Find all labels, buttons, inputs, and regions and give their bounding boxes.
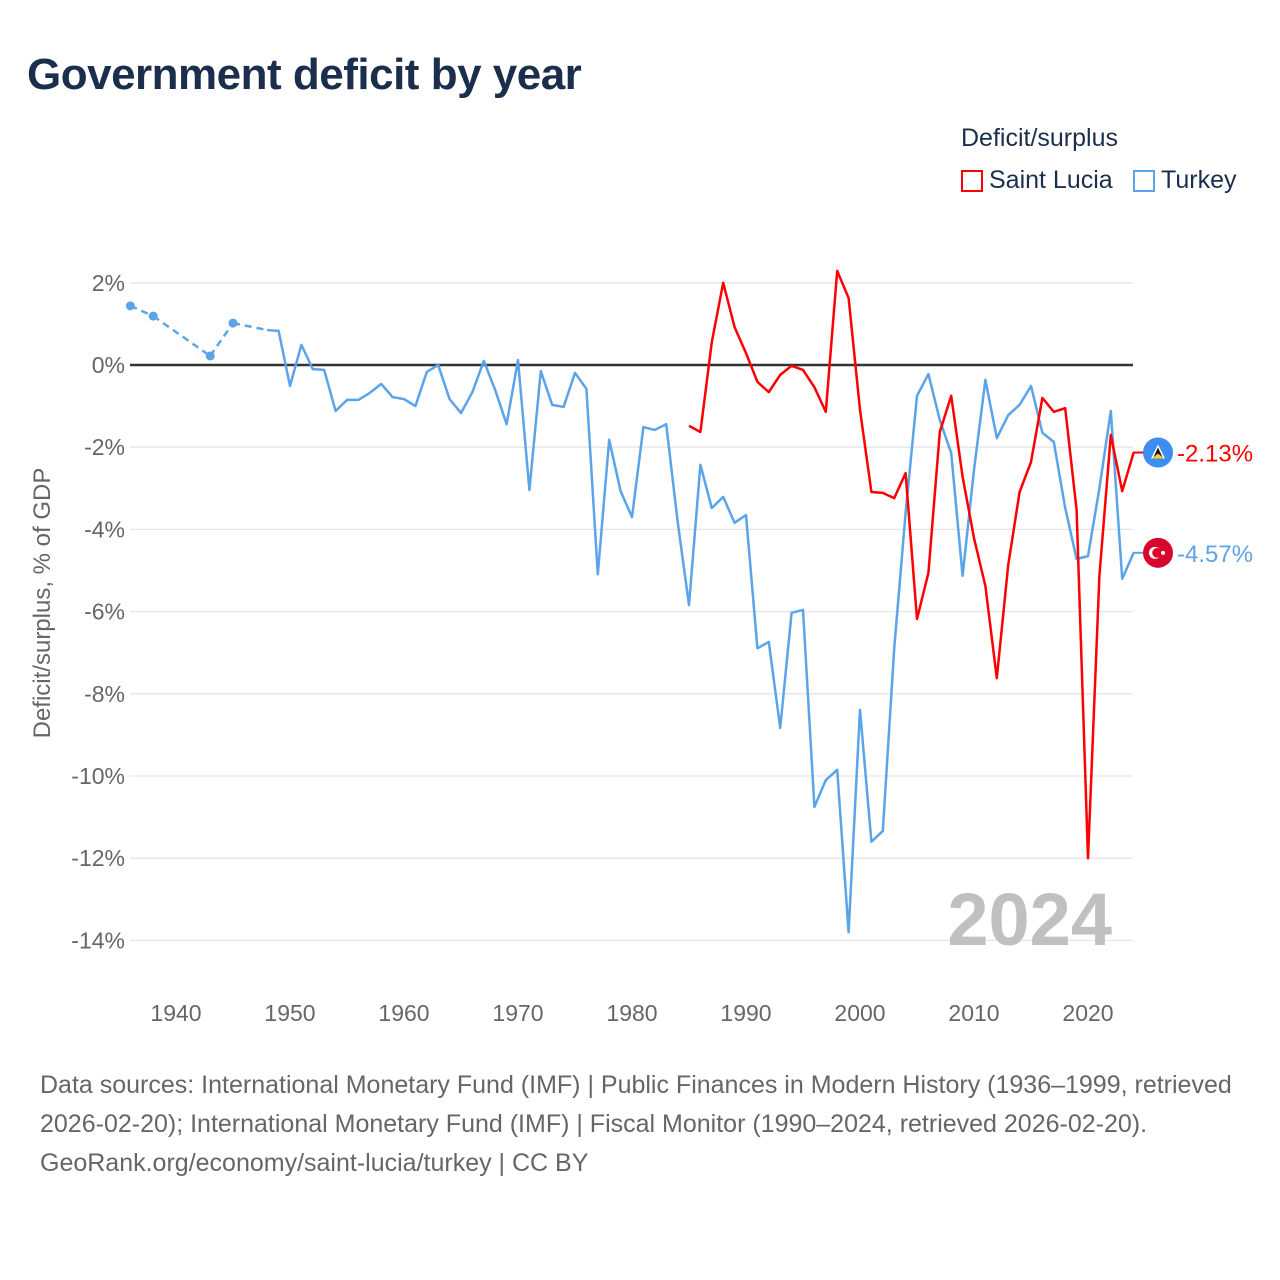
legend-item-turkey[interactable]: Turkey <box>1133 166 1236 195</box>
series-line <box>688 269 1135 860</box>
x-tick-label: 1980 <box>606 1000 657 1026</box>
x-tick-label: 2020 <box>1062 1000 1113 1026</box>
flag-star <box>1161 550 1165 555</box>
chart-title: Government deficit by year <box>27 50 582 99</box>
x-tick-label: 2000 <box>834 1000 885 1026</box>
y-tick-label: -2% <box>84 434 125 460</box>
y-axis-title: Deficit/surplus, % of GDP <box>29 468 56 739</box>
y-tick-label: -12% <box>71 845 125 871</box>
turkey-flag-icon <box>1143 537 1173 568</box>
series-line <box>267 328 1135 934</box>
gap-segment <box>152 315 211 357</box>
x-tick-label: 1940 <box>150 1000 201 1026</box>
series-saint-lucia <box>688 269 1135 860</box>
x-tick-label: 1960 <box>378 1000 429 1026</box>
series-turkey <box>125 301 1135 934</box>
legend-item-saint-lucia[interactable]: Saint Lucia <box>961 166 1113 195</box>
y-tick-label: -6% <box>84 599 125 625</box>
footer: Data sources: International Monetary Fun… <box>40 1066 1240 1183</box>
credit-link[interactable]: GeoRank.org/economy/saint-lucia/turkey |… <box>40 1149 589 1177</box>
y-tick-label: -8% <box>84 681 125 707</box>
end-value-label: -2.13% <box>1177 441 1253 468</box>
legend-label: Turkey <box>1161 166 1237 194</box>
x-tick-label: 1970 <box>492 1000 543 1026</box>
year-watermark: 2024 <box>947 878 1112 961</box>
legend-title: Deficit/surplus <box>961 124 1118 152</box>
x-tick-label: 1950 <box>264 1000 315 1026</box>
legend-label: Saint Lucia <box>989 166 1113 194</box>
gap-segment <box>232 321 268 332</box>
flag-triangle <box>1152 453 1164 459</box>
x-tick-label: 1990 <box>720 1000 771 1026</box>
gap-segment <box>209 322 235 357</box>
legend-swatch-saint-lucia <box>961 169 983 192</box>
end-value-label: -4.57% <box>1177 541 1253 568</box>
saint-lucia-flag-icon <box>1143 437 1173 468</box>
y-tick-label: -14% <box>71 927 125 953</box>
x-tick-label: 2010 <box>948 1000 999 1026</box>
data-sources: Data sources: International Monetary Fun… <box>40 1071 1232 1138</box>
y-tick-label: 2% <box>92 270 125 296</box>
y-tick-label: -4% <box>84 516 125 542</box>
gap-segment <box>129 304 154 318</box>
y-tick-label: 0% <box>92 352 125 378</box>
y-tick-label: -10% <box>71 763 125 789</box>
flag-crescent <box>1152 548 1162 558</box>
legend-swatch-turkey <box>1133 169 1155 192</box>
